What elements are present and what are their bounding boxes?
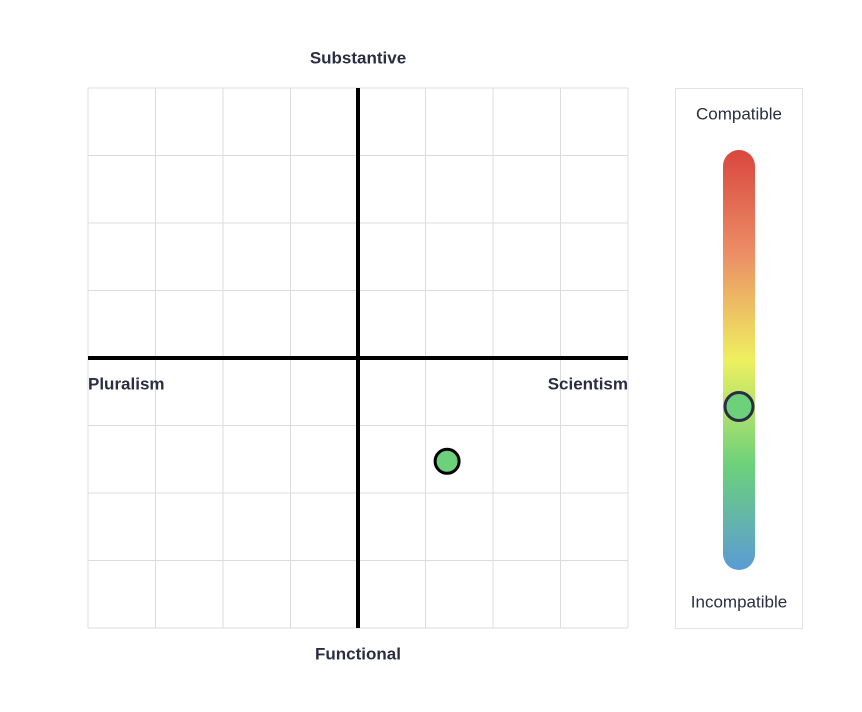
bottom-label: Functional bbox=[315, 644, 401, 663]
right-label: Scientism bbox=[548, 374, 628, 393]
gauge-track bbox=[723, 150, 755, 570]
gauge-marker bbox=[723, 391, 755, 423]
gauge-top-label: Compatible bbox=[696, 104, 782, 123]
left-label: Pluralism bbox=[88, 374, 165, 393]
top-label: Substantive bbox=[310, 48, 406, 67]
point bbox=[433, 447, 461, 475]
gauge-bottom-label: Incompatible bbox=[691, 592, 787, 611]
